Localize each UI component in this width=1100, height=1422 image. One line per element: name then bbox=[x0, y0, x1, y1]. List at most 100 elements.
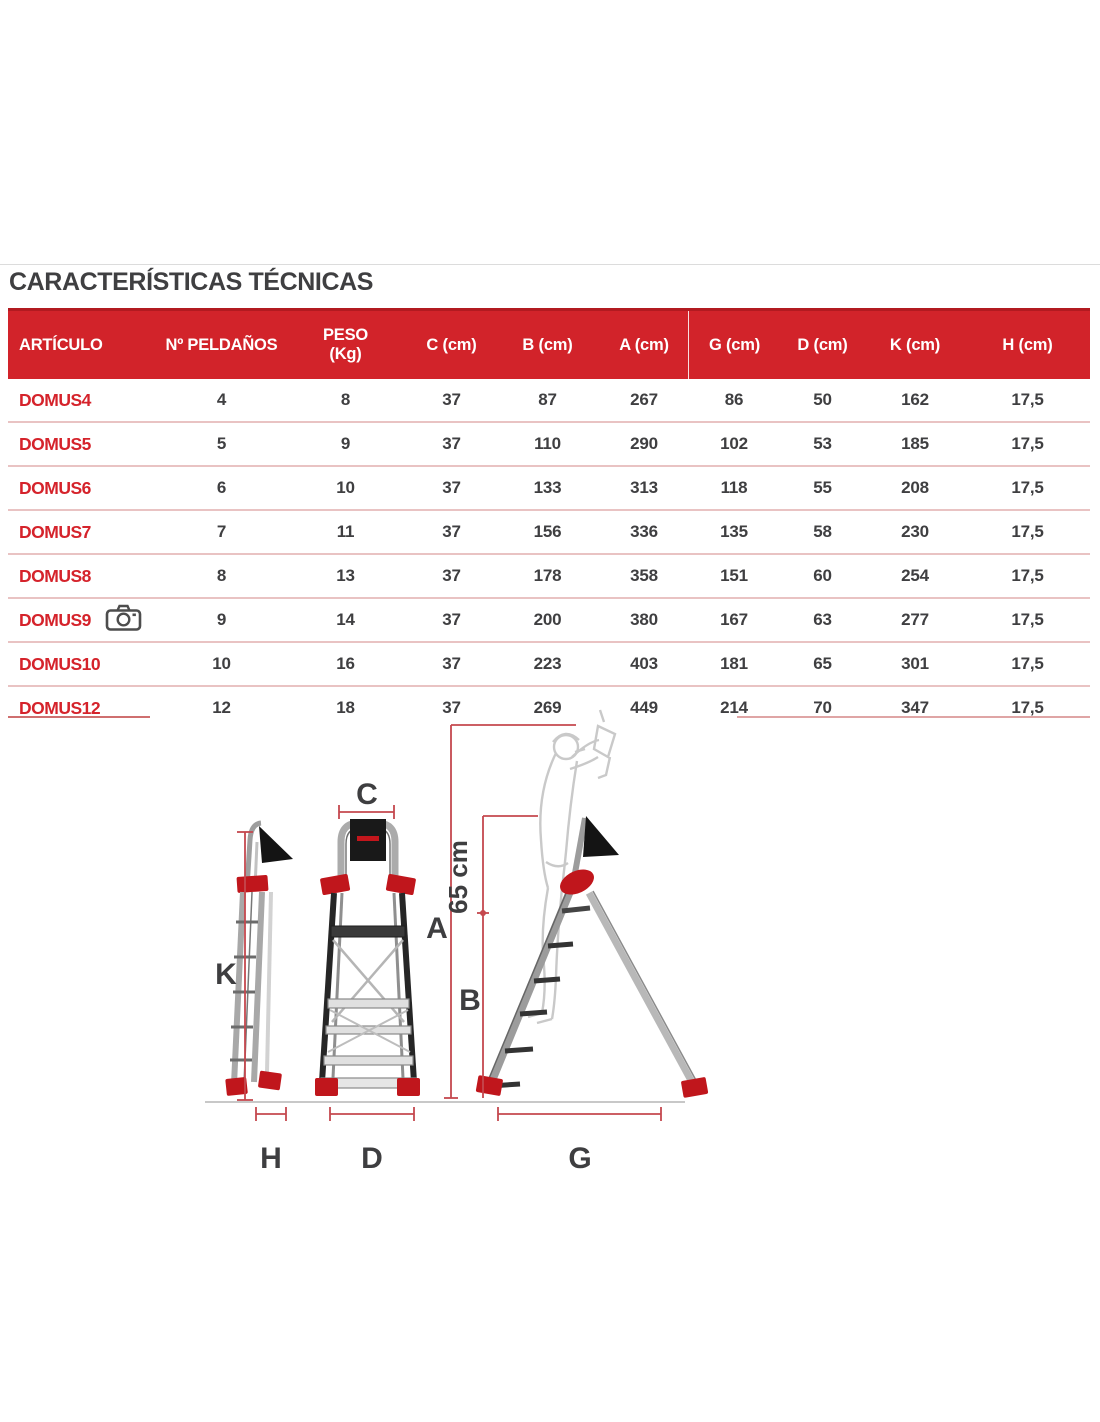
cell: 102 bbox=[720, 434, 748, 453]
table-header-row: ARTÍCULO Nº PELDAÑOS PESO (Kg) C (cm) B … bbox=[8, 308, 1090, 379]
cell: 403 bbox=[630, 654, 658, 673]
cell: 55 bbox=[813, 478, 832, 497]
cell: 156 bbox=[533, 522, 562, 541]
dim-g bbox=[497, 1107, 662, 1121]
side-ladder-drawing bbox=[475, 816, 709, 1098]
dim-label-a: A bbox=[426, 912, 448, 945]
col-header-a: A (cm) bbox=[619, 335, 669, 354]
cell: 17,5 bbox=[1011, 434, 1044, 453]
ladder-top-flag bbox=[583, 816, 619, 857]
cell: 181 bbox=[720, 654, 748, 673]
table-row-domus6: DOMUS6 6 10 37 133 313 118 55 208 17,5 bbox=[8, 465, 1090, 509]
ladder-top-flag bbox=[259, 826, 293, 863]
top-divider bbox=[0, 264, 1100, 265]
dim-label-g: G bbox=[568, 1142, 591, 1175]
person-sketch bbox=[527, 709, 617, 1025]
col-header-c: C (cm) bbox=[426, 335, 477, 354]
ladder-top-panel bbox=[350, 819, 386, 861]
dim-h bbox=[255, 1107, 287, 1121]
cell: 16 bbox=[336, 654, 355, 673]
cell: 87 bbox=[538, 390, 557, 409]
cell: 214 bbox=[720, 698, 748, 717]
cell: 254 bbox=[901, 566, 929, 585]
cell: 12 bbox=[212, 698, 231, 717]
cell: 301 bbox=[901, 654, 929, 673]
dim-k bbox=[237, 831, 253, 1101]
cell: 17,5 bbox=[1011, 566, 1044, 585]
cell: 17,5 bbox=[1011, 522, 1044, 541]
cell: 167 bbox=[720, 610, 748, 629]
cell: 135 bbox=[720, 522, 748, 541]
cell: 5 bbox=[216, 434, 227, 453]
col-header-g: G (cm) bbox=[688, 311, 780, 379]
col-header-k: K (cm) bbox=[889, 335, 941, 354]
cell: 8 bbox=[340, 390, 351, 409]
article-label: DOMUS7 bbox=[19, 521, 91, 542]
cell: 9 bbox=[216, 610, 227, 629]
cell: 37 bbox=[442, 698, 461, 717]
table-row-domus9: DOMUS9 9 14 37 200 380 167 63 277 17,5 bbox=[8, 597, 1090, 641]
col-header-b: B (cm) bbox=[522, 335, 573, 354]
cell: 185 bbox=[901, 434, 929, 453]
cell: 18 bbox=[336, 698, 355, 717]
cell: 7 bbox=[216, 522, 227, 541]
dim-d bbox=[329, 1107, 415, 1121]
cell: 133 bbox=[533, 478, 562, 497]
cell: 10 bbox=[212, 654, 231, 673]
cell: 110 bbox=[534, 434, 561, 453]
table-row-domus8: DOMUS8 8 13 37 178 358 151 60 254 17,5 bbox=[8, 553, 1090, 597]
cell: 223 bbox=[533, 654, 562, 673]
cell: 10 bbox=[336, 478, 355, 497]
cell: 63 bbox=[813, 610, 832, 629]
cell: 70 bbox=[813, 698, 832, 717]
article-label: DOMUS9 bbox=[8, 603, 160, 637]
cell: 17,5 bbox=[1011, 698, 1044, 717]
cell: 267 bbox=[630, 390, 658, 409]
article-label: DOMUS10 bbox=[19, 653, 101, 674]
cell: 151 bbox=[720, 566, 748, 585]
table-row-domus12: DOMUS12 12 18 37 269 449 214 70 347 17,5 bbox=[8, 685, 1090, 729]
cell: 449 bbox=[630, 698, 658, 717]
dim-c bbox=[338, 805, 395, 819]
cell: 65 bbox=[813, 654, 832, 673]
cell: 118 bbox=[720, 478, 748, 497]
cell: 37 bbox=[442, 566, 461, 585]
dim-label-c: C bbox=[356, 778, 378, 811]
cell: 53 bbox=[813, 434, 832, 453]
cell: 162 bbox=[901, 390, 929, 409]
cell: 37 bbox=[442, 478, 461, 497]
cell: 17,5 bbox=[1011, 610, 1044, 629]
table-bottom-border-left bbox=[8, 716, 150, 718]
cell: 358 bbox=[630, 566, 658, 585]
table-row-domus10: DOMUS10 10 16 37 223 403 181 65 301 17,5 bbox=[8, 641, 1090, 685]
col-header-peso: PESO (Kg) bbox=[322, 326, 369, 363]
dim-label-h: H bbox=[260, 1142, 282, 1175]
cell: 347 bbox=[901, 698, 929, 717]
dim-65-b bbox=[477, 815, 538, 1098]
cell: 17,5 bbox=[1011, 390, 1044, 409]
cell: 178 bbox=[533, 566, 562, 585]
cell: 9 bbox=[340, 434, 351, 453]
cell: 58 bbox=[813, 522, 832, 541]
dim-mid-marker bbox=[480, 910, 486, 916]
cell: 313 bbox=[630, 478, 658, 497]
dim-label-d: D bbox=[361, 1142, 383, 1175]
cell: 14 bbox=[336, 610, 355, 629]
cell: 37 bbox=[442, 522, 461, 541]
cell: 8 bbox=[216, 566, 227, 585]
camera-icon[interactable] bbox=[105, 603, 142, 637]
col-header-d: D (cm) bbox=[797, 335, 848, 354]
cell: 86 bbox=[724, 390, 744, 409]
cell: 4 bbox=[216, 390, 227, 409]
cell: 37 bbox=[442, 390, 461, 409]
table-row-domus7: DOMUS7 7 11 37 156 336 135 58 230 17,5 bbox=[8, 509, 1090, 553]
cell: 17,5 bbox=[1011, 478, 1044, 497]
dim-label-b: B bbox=[459, 984, 481, 1017]
ladder-logo bbox=[357, 836, 379, 841]
col-header-h: H (cm) bbox=[1002, 335, 1053, 354]
page-title: CARACTERÍSTICAS TÉCNICAS bbox=[9, 268, 374, 296]
cell: 37 bbox=[442, 654, 461, 673]
table-row-domus4: DOMUS4 4 8 37 87 267 86 50 162 17,5 bbox=[8, 379, 1090, 421]
cell: 380 bbox=[630, 610, 658, 629]
folded-ladder-drawing bbox=[225, 820, 293, 1096]
